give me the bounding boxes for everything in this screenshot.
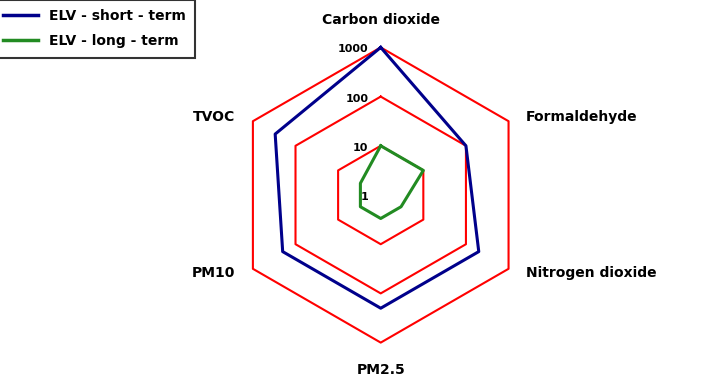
Text: 1: 1 (361, 192, 369, 202)
Text: PM10: PM10 (192, 266, 235, 280)
Text: Carbon dioxide: Carbon dioxide (322, 13, 440, 27)
Text: 1000: 1000 (338, 45, 369, 54)
Text: Formaldehyde: Formaldehyde (526, 110, 637, 124)
Text: 10: 10 (353, 143, 369, 153)
Text: TVOC: TVOC (193, 110, 235, 124)
Legend: ELV - short - term, ELV - long - term: ELV - short - term, ELV - long - term (0, 0, 195, 58)
Text: PM2.5: PM2.5 (356, 363, 405, 377)
Text: 100: 100 (346, 94, 369, 104)
Text: Nitrogen dioxide: Nitrogen dioxide (526, 266, 657, 280)
